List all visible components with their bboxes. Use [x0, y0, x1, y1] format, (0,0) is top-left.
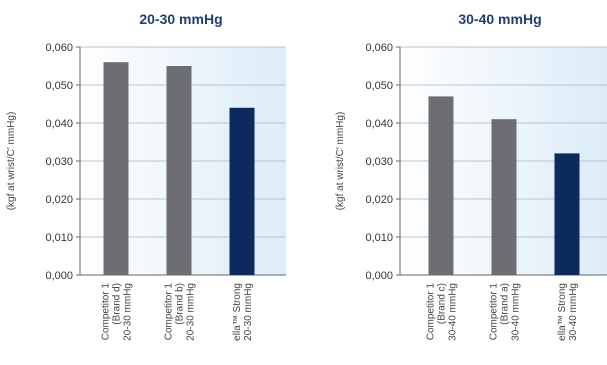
category-label: Competitor 1(Brand c)30-40 mmHg [426, 283, 459, 341]
category-label-line: Competitor 1 [489, 283, 500, 341]
chart-title: 30-40 mmHg [458, 11, 541, 27]
category-label-line: 30-40 mmHg [511, 283, 522, 341]
category-label-line: (Brand c) [437, 283, 448, 324]
category-label: ella™ Strong20-30 mmHg [232, 283, 254, 341]
category-label-line: 20-30 mmHg [123, 283, 134, 341]
chart-panel-2: 0,000 0,010 0,020 0,030 0,040 0,050 0,060 Compe… [335, 11, 607, 341]
category-label-line: Competitor 1 [426, 283, 437, 341]
category-label: ella™ Strong30-40 mmHg [557, 283, 579, 341]
category-label-line: Competitor 1 [164, 283, 175, 341]
y-tick-label: 0,030 [365, 156, 393, 168]
y-tick-label: 0,040 [45, 118, 73, 130]
bar-2 [166, 66, 192, 275]
category-label-line: ella™ Strong [557, 283, 568, 341]
category-label-line: 30-40 mmHg [448, 283, 459, 341]
category-label-line: ella™ Strong [232, 283, 243, 341]
category-label-line: (Brand a) [500, 283, 511, 325]
y-tick-label: 0,000 [45, 270, 73, 282]
bar-2 [491, 119, 517, 275]
bar-3 [229, 107, 255, 275]
category-label: Competitor 1(Brand d)20-30 mmHg [101, 283, 134, 341]
category-label-line: (Brand b) [175, 283, 186, 325]
y-tick-label: 0,040 [365, 118, 393, 130]
y-tick-label: 0,050 [45, 80, 73, 92]
bar-1 [103, 62, 129, 276]
y-tick-label: 0,000 [365, 270, 393, 282]
category-label: Competitor 1(Brand a)30-40 mmHg [489, 283, 522, 341]
y-tick-label: 0,020 [45, 194, 73, 206]
y-tick-label: 0,060 [45, 42, 73, 54]
y-tick-label: 0,010 [365, 232, 393, 244]
y-tick-label: 0,050 [365, 80, 393, 92]
category-label-line: Competitor 1 [101, 283, 112, 341]
y-tick-label: 0,030 [45, 156, 73, 168]
chart-title: 20-30 mmHg [139, 11, 222, 27]
category-label-line: (Brand d) [112, 283, 123, 325]
category-label-line: 30-40 mmHg [568, 283, 579, 341]
chart-panel-1: 0,000 0,010 0,020 0,030 0,040 0,050 0,060 Compe… [6, 11, 286, 341]
bar-1 [428, 96, 454, 276]
y-tick-label: 0,060 [365, 42, 393, 54]
category-label: Competitor 1(Brand b)20-30 mmHg [164, 283, 197, 341]
y-tick-label: 0,010 [45, 232, 73, 244]
category-label-line: 20-30 mmHg [186, 283, 197, 341]
bar-3 [554, 153, 580, 275]
y-tick-label: 0,020 [365, 194, 393, 206]
y-axis-label: (kgf at wrist/C' mmHg) [335, 112, 346, 211]
y-axis-label: (kgf at wrist/C' mmHg) [6, 112, 17, 211]
category-label-line: 20-30 mmHg [243, 283, 254, 341]
